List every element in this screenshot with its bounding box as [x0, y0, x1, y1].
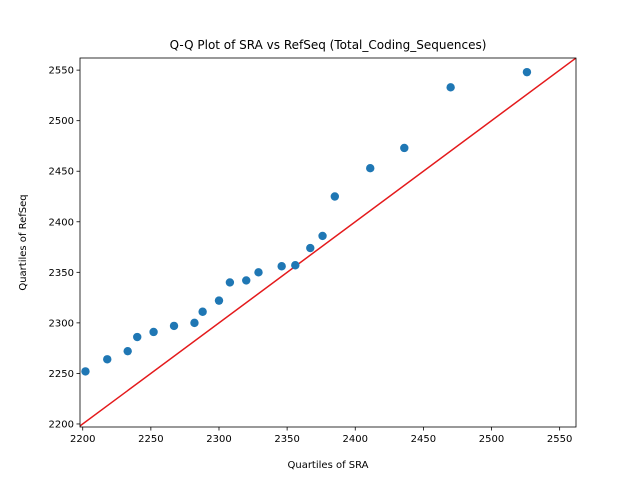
plot-marks [80, 58, 576, 427]
data-point-9 [214, 296, 224, 305]
x-tick-label: 2350 [274, 434, 299, 445]
data-point-12 [254, 268, 263, 277]
chart-title: Q-Q Plot of SRA vs RefSeq (Total_Coding_… [170, 38, 487, 52]
data-point-6 [169, 321, 179, 331]
data-point-8 [198, 307, 207, 316]
x-tick-label: 2300 [206, 434, 231, 445]
data-point-15 [306, 243, 315, 253]
data-point-7 [190, 318, 199, 328]
plot-frame [79, 57, 577, 428]
data-point-13 [277, 262, 286, 271]
data-point-21 [522, 67, 532, 77]
y-tick-label: 2500 [49, 116, 74, 127]
x-tick-label: 2400 [343, 434, 368, 445]
y-tick-label: 2450 [49, 167, 74, 178]
x-tick-label: 2500 [479, 434, 504, 445]
data-point-17 [330, 192, 340, 201]
data-point-5 [149, 327, 158, 337]
y-tick-label: 2350 [49, 268, 74, 279]
data-point-4 [133, 332, 142, 342]
data-point-18 [366, 163, 375, 173]
y-tick-label: 2300 [49, 318, 74, 329]
data-point-3 [123, 346, 132, 356]
x-tick-label: 2250 [138, 434, 163, 445]
y-axis: 2200 2250 2300 2350 2400 2450 2500 2550 [49, 66, 80, 430]
x-axis: 2200 2250 2300 2350 2400 2450 2500 2550 [70, 427, 572, 445]
data-point-1 [81, 367, 90, 376]
y-tick-label: 2550 [49, 66, 74, 77]
data-point-19 [400, 143, 409, 153]
y-tick-label: 2400 [49, 217, 74, 228]
y-axis-title: Quartiles of RefSeq [18, 194, 29, 290]
x-tick-label: 2550 [547, 434, 572, 445]
x-tick-label: 2450 [411, 434, 436, 445]
data-point-2 [103, 355, 112, 364]
x-axis-title: Quartiles of SRA [287, 460, 368, 471]
data-point-16 [318, 231, 327, 241]
data-point-11 [242, 276, 251, 285]
data-point-20 [446, 83, 455, 92]
y-tick-label: 2200 [49, 419, 74, 430]
data-point-10 [225, 278, 235, 287]
data-point-14 [291, 261, 300, 270]
reference-line [80, 58, 576, 427]
x-tick-label: 2200 [70, 434, 95, 445]
y-tick-label: 2250 [49, 369, 74, 380]
